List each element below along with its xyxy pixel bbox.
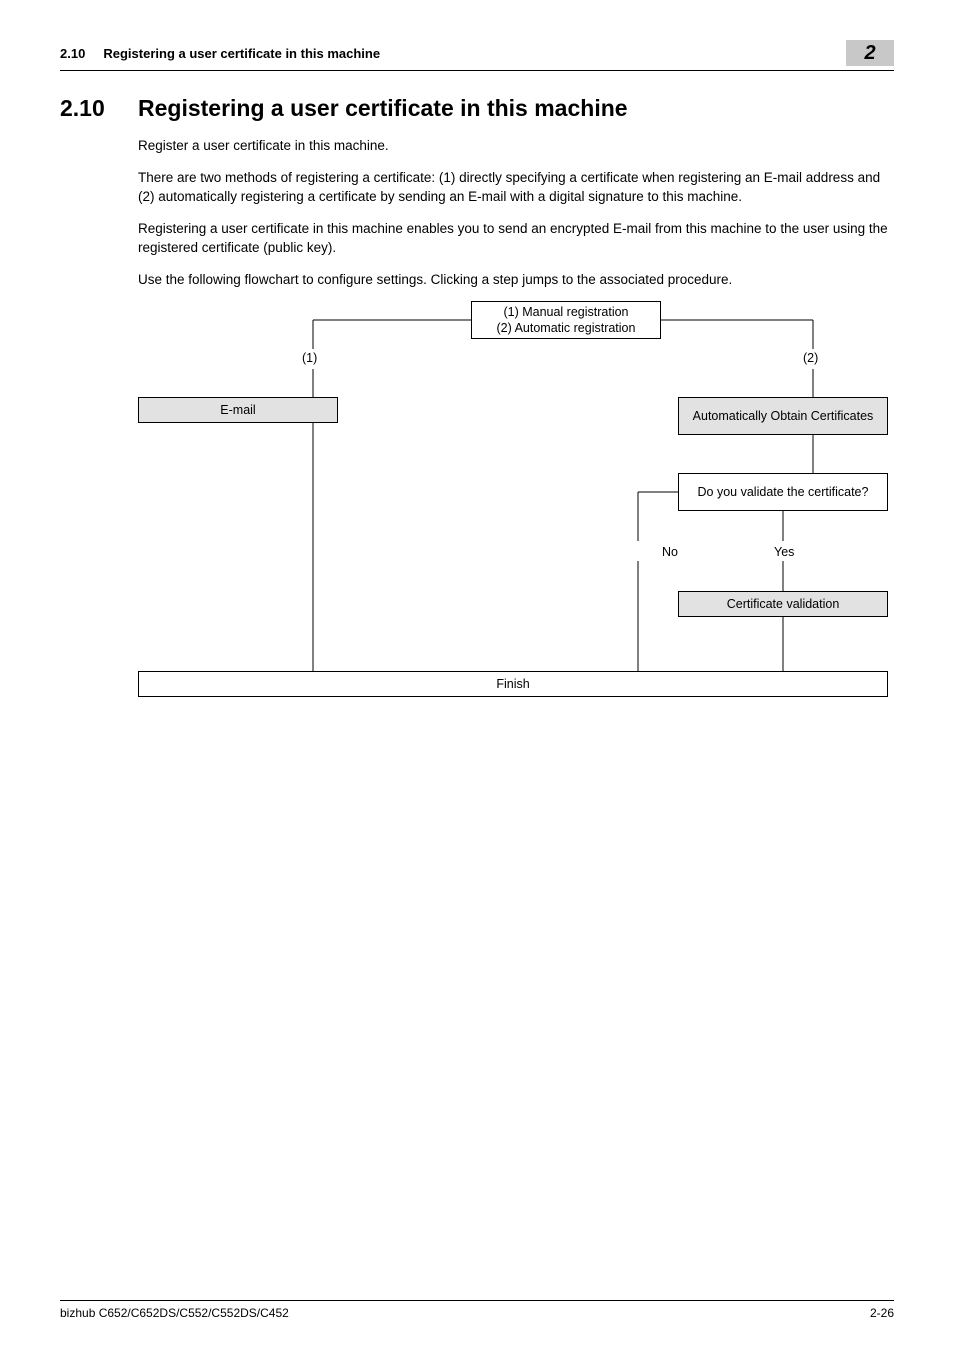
paragraph: Registering a user certificate in this m…: [138, 219, 894, 258]
flowchart-finish-box[interactable]: Finish: [138, 671, 888, 697]
section-number: 2.10: [60, 95, 138, 122]
header-section-title: Registering a user certificate in this m…: [103, 46, 380, 61]
content-body: Register a user certificate in this mach…: [138, 136, 894, 721]
header-left: 2.10 Registering a user certificate in t…: [60, 46, 380, 61]
flowchart-email-box[interactable]: E-mail: [138, 397, 338, 423]
flowchart-start-box[interactable]: (1) Manual registration (2) Automatic re…: [471, 301, 661, 339]
section-heading: 2.10 Registering a user certificate in t…: [60, 95, 894, 122]
email-label: E-mail: [220, 402, 255, 418]
branch-label-1: (1): [302, 351, 317, 365]
label-yes: Yes: [774, 545, 794, 559]
section-title: Registering a user certificate in this m…: [138, 95, 628, 122]
validate-label: Do you validate the certificate?: [698, 484, 869, 500]
start-line2: (2) Automatic registration: [497, 321, 636, 335]
footer-left: bizhub C652/C652DS/C552/C552DS/C452: [60, 1306, 289, 1320]
finish-label: Finish: [496, 676, 529, 692]
branch-label-2: (2): [803, 351, 818, 365]
certvalid-label: Certificate validation: [727, 596, 840, 612]
auto-label: Automatically Obtain Certificates: [693, 408, 874, 424]
paragraph: Register a user certificate in this mach…: [138, 136, 894, 156]
start-line1: (1) Manual registration: [503, 305, 628, 319]
paragraph: There are two methods of registering a c…: [138, 168, 894, 207]
label-no: No: [662, 545, 678, 559]
flowchart: (1) Manual registration (2) Automatic re…: [138, 301, 898, 721]
flowchart-certvalid-box[interactable]: Certificate validation: [678, 591, 888, 617]
page-footer: bizhub C652/C652DS/C552/C552DS/C452 2-26: [60, 1300, 894, 1320]
chapter-tab: 2: [846, 40, 894, 66]
document-page: 2.10 Registering a user certificate in t…: [0, 0, 954, 1350]
page-header: 2.10 Registering a user certificate in t…: [60, 40, 894, 71]
flowchart-auto-box[interactable]: Automatically Obtain Certificates: [678, 397, 888, 435]
flowchart-connectors: [138, 301, 898, 721]
paragraph: Use the following flowchart to configure…: [138, 270, 894, 290]
footer-right: 2-26: [870, 1306, 894, 1320]
header-section-ref: 2.10: [60, 46, 85, 61]
flowchart-validate-box[interactable]: Do you validate the certificate?: [678, 473, 888, 511]
